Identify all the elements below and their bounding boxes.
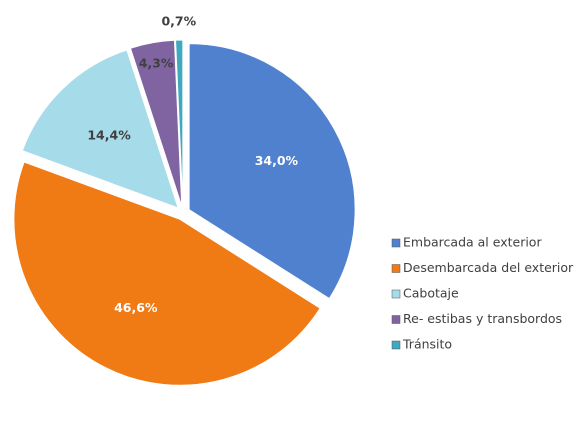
- data-label: 0,7%: [161, 14, 196, 29]
- pie-slice: [129, 39, 183, 207]
- legend-label: Desembarcada del exterior: [403, 260, 574, 275]
- data-label: 34,0%: [255, 153, 299, 168]
- legend-label: Tránsito: [402, 337, 452, 352]
- legend-label: Embarcada al exterior: [403, 235, 542, 250]
- pie-slice: [21, 49, 179, 209]
- legend-label: Cabotaje: [403, 286, 459, 301]
- data-label: 46,6%: [114, 300, 158, 315]
- legend-marker: [391, 315, 401, 324]
- legend-marker: [391, 264, 401, 273]
- pie-slice: [175, 39, 184, 207]
- legend-label: Re- estibas y transbordos: [403, 311, 562, 326]
- legend-marker: [391, 289, 401, 299]
- pie-slice: [13, 161, 321, 386]
- legend-marker: [391, 238, 401, 248]
- pie-slice: [188, 43, 356, 300]
- data-label: 4,3%: [139, 56, 174, 71]
- data-label: 14,4%: [87, 128, 131, 143]
- legend-marker: [391, 340, 401, 350]
